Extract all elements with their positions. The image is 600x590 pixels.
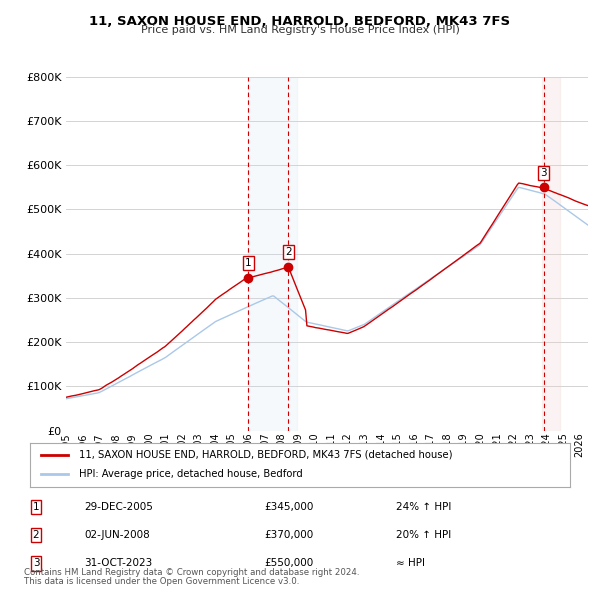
- Text: 2: 2: [285, 247, 292, 257]
- Text: This data is licensed under the Open Government Licence v3.0.: This data is licensed under the Open Gov…: [24, 577, 299, 586]
- Text: £370,000: £370,000: [264, 530, 313, 540]
- Text: 11, SAXON HOUSE END, HARROLD, BEDFORD, MK43 7FS (detached house): 11, SAXON HOUSE END, HARROLD, BEDFORD, M…: [79, 450, 452, 460]
- Text: £345,000: £345,000: [264, 502, 313, 512]
- Text: 3: 3: [541, 168, 547, 178]
- Text: 31-OCT-2023: 31-OCT-2023: [84, 559, 152, 568]
- Text: 20% ↑ HPI: 20% ↑ HPI: [396, 530, 451, 540]
- Text: 2: 2: [32, 530, 40, 540]
- Text: 1: 1: [245, 258, 251, 268]
- Text: 11, SAXON HOUSE END, HARROLD, BEDFORD, MK43 7FS: 11, SAXON HOUSE END, HARROLD, BEDFORD, M…: [89, 15, 511, 28]
- Text: 3: 3: [32, 559, 40, 568]
- Text: £550,000: £550,000: [264, 559, 313, 568]
- Text: Contains HM Land Registry data © Crown copyright and database right 2024.: Contains HM Land Registry data © Crown c…: [24, 568, 359, 577]
- Text: 29-DEC-2005: 29-DEC-2005: [84, 502, 153, 512]
- Text: 02-JUN-2008: 02-JUN-2008: [84, 530, 150, 540]
- Text: 1: 1: [32, 502, 40, 512]
- Text: ≈ HPI: ≈ HPI: [396, 559, 425, 568]
- Text: 24% ↑ HPI: 24% ↑ HPI: [396, 502, 451, 512]
- Bar: [248, 77, 296, 431]
- Text: HPI: Average price, detached house, Bedford: HPI: Average price, detached house, Bedf…: [79, 470, 302, 479]
- Bar: [542, 77, 560, 431]
- Text: Price paid vs. HM Land Registry's House Price Index (HPI): Price paid vs. HM Land Registry's House …: [140, 25, 460, 35]
